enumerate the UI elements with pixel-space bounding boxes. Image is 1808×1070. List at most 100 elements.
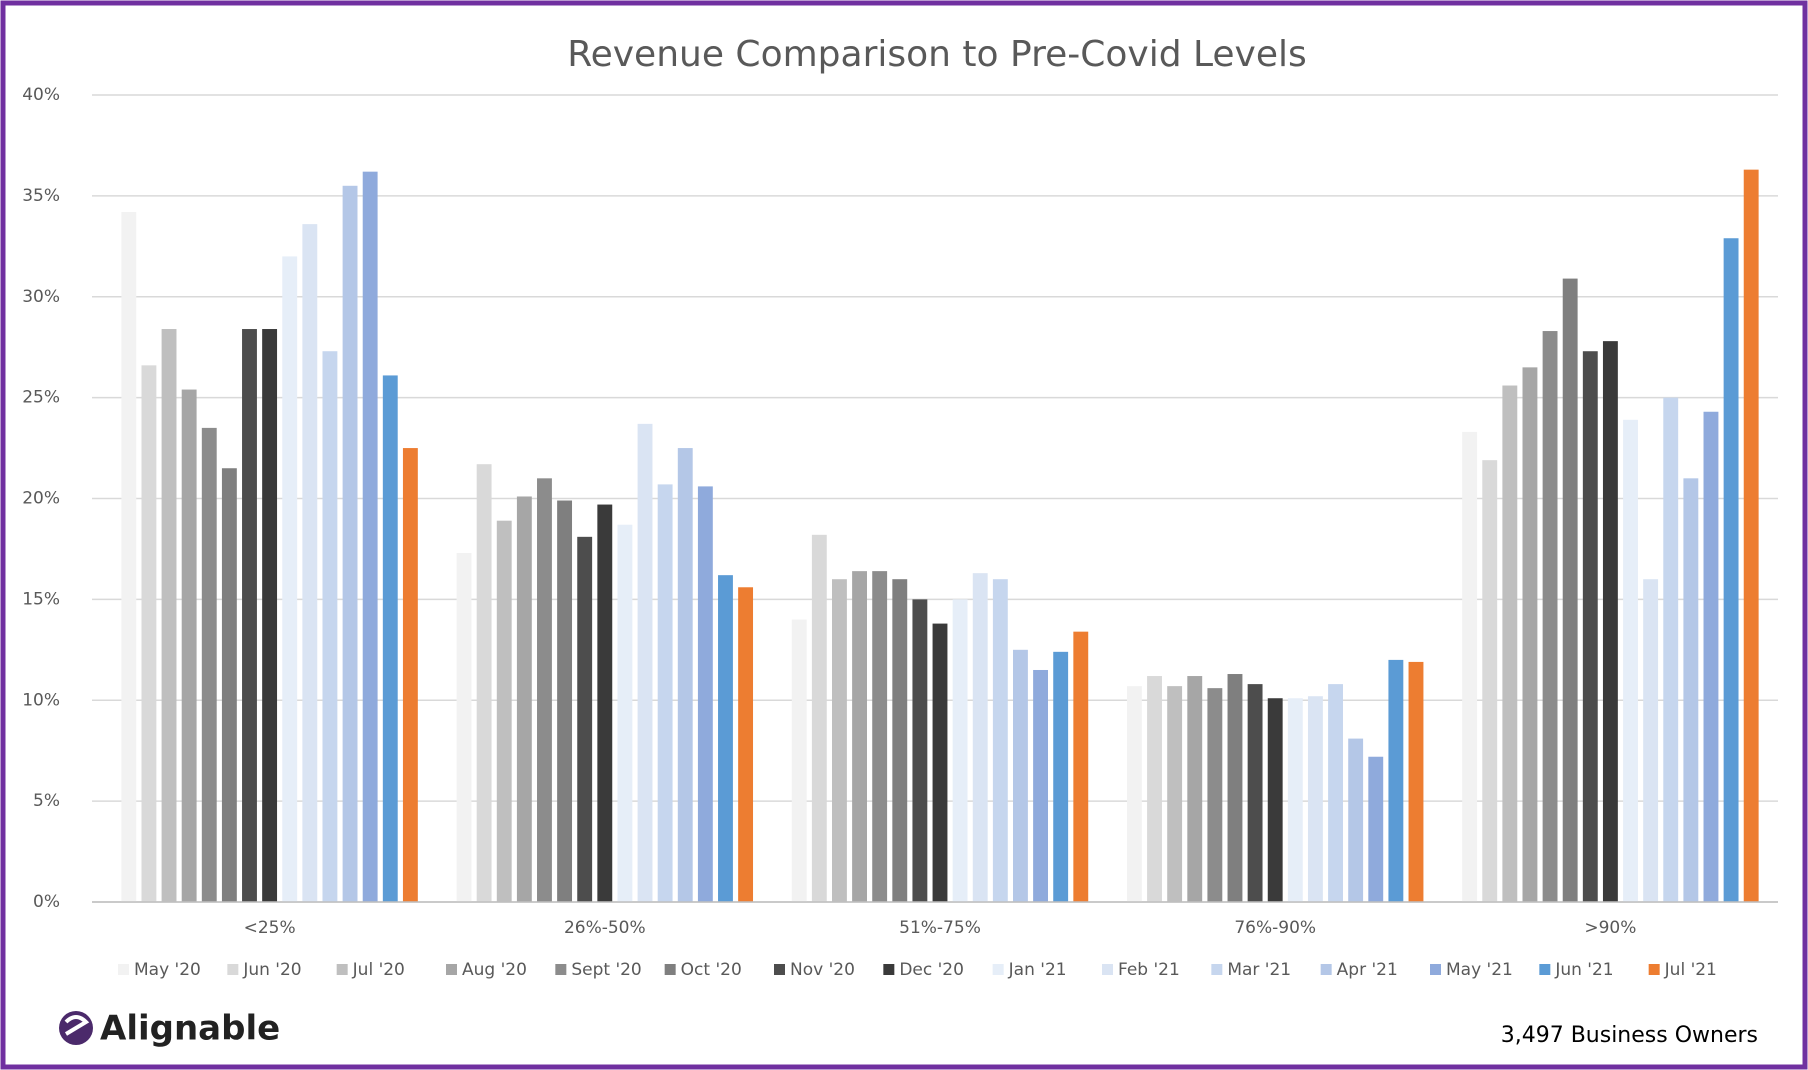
bar bbox=[1582, 351, 1598, 902]
bar bbox=[1723, 238, 1739, 902]
bar bbox=[872, 571, 888, 902]
bar bbox=[1482, 460, 1498, 902]
bar bbox=[242, 329, 257, 902]
bar bbox=[577, 536, 593, 902]
bar bbox=[1073, 631, 1089, 902]
y-tick-label: 5% bbox=[33, 791, 60, 811]
legend-swatch bbox=[336, 964, 348, 975]
legend-swatch bbox=[1430, 964, 1441, 975]
bar bbox=[201, 427, 217, 902]
legend-label: Jan '21 bbox=[1008, 960, 1067, 980]
legend-swatch bbox=[1648, 964, 1660, 975]
legend-label: Jun '21 bbox=[1554, 960, 1613, 980]
bar bbox=[181, 389, 197, 902]
bar bbox=[1033, 669, 1049, 902]
bar bbox=[382, 375, 398, 902]
bar bbox=[362, 171, 378, 903]
bar bbox=[1348, 738, 1364, 902]
bar bbox=[1743, 169, 1759, 902]
bar bbox=[516, 496, 532, 902]
bar bbox=[932, 623, 948, 902]
legend-swatch bbox=[1211, 964, 1223, 975]
bar bbox=[262, 329, 278, 902]
chart-title: Revenue Comparison to Pre-Covid Levels bbox=[567, 34, 1307, 75]
legend-swatch bbox=[664, 964, 676, 975]
y-tick-label: 15% bbox=[22, 589, 60, 609]
bar bbox=[892, 579, 908, 902]
bar bbox=[1368, 756, 1384, 902]
legend-label: May '20 bbox=[134, 960, 201, 980]
bar bbox=[1408, 661, 1424, 902]
bar bbox=[1623, 419, 1638, 902]
bar bbox=[342, 185, 358, 903]
bar bbox=[161, 329, 177, 902]
legend-swatch bbox=[118, 964, 129, 975]
logo-text: Alignable bbox=[100, 1009, 280, 1049]
bar bbox=[476, 464, 492, 902]
y-tick-label: 10% bbox=[22, 690, 60, 710]
legend-swatch bbox=[1102, 964, 1113, 975]
y-tick-label: 20% bbox=[22, 489, 60, 509]
bar bbox=[852, 571, 867, 902]
bar bbox=[811, 534, 827, 902]
x-tick-label: 26%-50% bbox=[564, 918, 646, 938]
bar bbox=[831, 579, 847, 902]
bar bbox=[537, 478, 552, 902]
bar bbox=[1328, 684, 1343, 902]
bar bbox=[1187, 676, 1203, 902]
bar bbox=[1267, 698, 1283, 902]
y-tick-label: 0% bbox=[33, 892, 60, 912]
bar bbox=[121, 212, 137, 902]
legend-swatch bbox=[774, 964, 785, 975]
legend-label: Sept '20 bbox=[571, 960, 641, 980]
bar bbox=[322, 351, 338, 902]
x-tick-label: <25% bbox=[244, 918, 296, 938]
bar bbox=[221, 468, 237, 902]
bar bbox=[791, 619, 807, 902]
bar bbox=[657, 484, 673, 902]
legend-swatch bbox=[1320, 964, 1332, 975]
bar bbox=[1053, 651, 1069, 902]
bar bbox=[697, 486, 713, 902]
bar bbox=[1013, 649, 1028, 902]
bar bbox=[1542, 331, 1558, 902]
bar bbox=[1287, 698, 1303, 902]
bar bbox=[1126, 686, 1142, 902]
bar bbox=[1522, 367, 1538, 902]
legend-swatch bbox=[883, 964, 895, 975]
legend-label: Feb '21 bbox=[1118, 960, 1180, 980]
bar bbox=[1502, 385, 1518, 902]
bar bbox=[1703, 411, 1719, 902]
bar bbox=[637, 423, 653, 902]
bar bbox=[1562, 278, 1578, 902]
bar bbox=[557, 500, 573, 902]
bar bbox=[1307, 696, 1323, 902]
y-tick-label: 35% bbox=[22, 186, 60, 206]
bar bbox=[402, 448, 418, 902]
bar bbox=[677, 448, 693, 902]
bar bbox=[952, 599, 968, 902]
note: 3,497 Business Owners bbox=[1501, 1023, 1758, 1048]
legend-label: Nov '20 bbox=[790, 960, 855, 980]
bar bbox=[738, 587, 754, 902]
legend-label: Apr '21 bbox=[1337, 960, 1398, 980]
legend-swatch bbox=[992, 964, 1004, 975]
legend-label: Mar '21 bbox=[1227, 960, 1291, 980]
legend-label: Oct '20 bbox=[681, 960, 742, 980]
legend-swatch bbox=[227, 964, 239, 975]
bar bbox=[1462, 431, 1478, 902]
bar bbox=[992, 579, 1008, 902]
bar bbox=[1227, 674, 1243, 902]
legend-swatch bbox=[1539, 964, 1551, 975]
bar bbox=[302, 224, 318, 902]
logo: Alignable bbox=[59, 1009, 280, 1049]
bar bbox=[1683, 478, 1699, 902]
bar bbox=[1207, 688, 1223, 902]
bar bbox=[1167, 686, 1183, 902]
y-tick-label: 30% bbox=[22, 287, 60, 307]
bar bbox=[617, 524, 633, 902]
y-tick-label: 25% bbox=[22, 388, 60, 408]
y-tick-label: 40% bbox=[22, 85, 60, 105]
bar bbox=[1663, 397, 1679, 902]
